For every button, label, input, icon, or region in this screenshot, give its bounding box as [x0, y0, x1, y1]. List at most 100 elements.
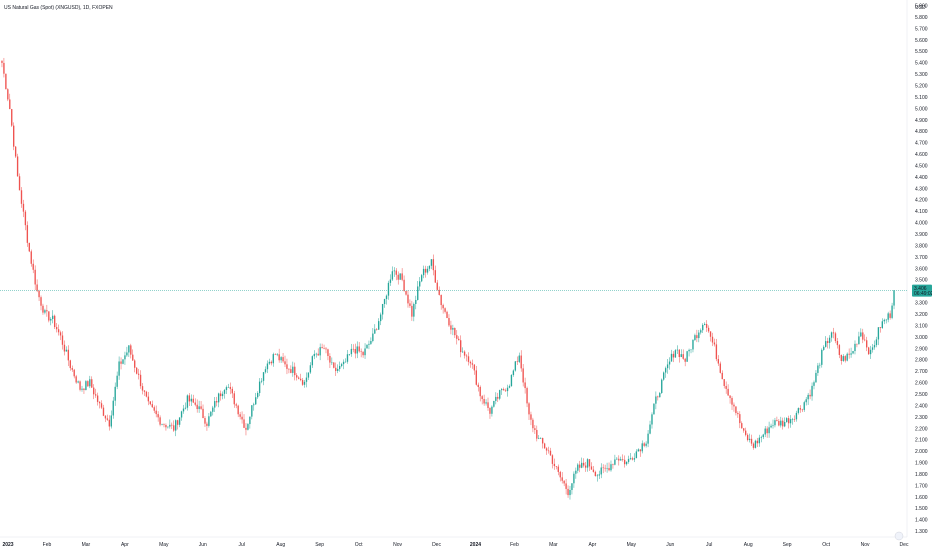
- candle-body: [130, 345, 132, 355]
- candle-body: [534, 428, 536, 430]
- candle-body: [795, 412, 798, 420]
- candle-body: [237, 405, 239, 415]
- time-tick-label: Jun: [666, 542, 674, 548]
- candle-body: [502, 389, 505, 391]
- candle-body: [647, 433, 649, 444]
- candle-body: [346, 354, 349, 362]
- candle-body: [61, 335, 64, 345]
- candle-body: [811, 385, 813, 397]
- candle-body: [40, 297, 42, 306]
- currency-label: USD: [915, 5, 926, 11]
- candle-body: [188, 395, 191, 402]
- candle-body: [557, 466, 559, 472]
- price-tick-label: 4.800: [915, 129, 928, 135]
- candle-body: [350, 348, 353, 355]
- candle-body: [141, 386, 144, 391]
- time-tick-label: May: [159, 542, 169, 548]
- candle-body: [153, 407, 155, 411]
- candle-body: [586, 459, 589, 468]
- candle-body: [643, 443, 645, 446]
- candle-body: [65, 349, 68, 352]
- candle-body: [94, 394, 97, 396]
- candle-body: [122, 359, 124, 364]
- candle-body: [657, 396, 659, 398]
- candle-body: [793, 419, 796, 420]
- candle-body: [579, 464, 581, 468]
- time-tick-label: Oct: [822, 542, 830, 548]
- candle-body: [362, 351, 364, 356]
- candle-body: [869, 349, 872, 355]
- candle-body: [614, 459, 616, 465]
- candle-body: [789, 419, 792, 424]
- candle-body: [700, 330, 702, 333]
- candle-body: [93, 387, 95, 395]
- price-tick-label: 2.100: [915, 438, 928, 444]
- candle-body: [477, 384, 479, 387]
- time-axis[interactable]: 2023 Feb Mar Apr May Jun Jul Aug Sep Oct Nov Dec 202…: [2, 542, 909, 548]
- candle-body: [707, 327, 710, 332]
- candle-body: [623, 459, 626, 465]
- candle-body: [38, 290, 40, 298]
- candle-body: [713, 342, 716, 345]
- time-tick-label: Apr: [121, 542, 129, 548]
- price-axis[interactable]: 5.900 5.800 5.700 5.600 5.500 5.400 5.300 5.200…: [915, 4, 928, 536]
- candle-body: [147, 396, 150, 402]
- candle-body: [666, 364, 669, 369]
- candle-body: [852, 351, 854, 354]
- candle-body: [674, 350, 677, 358]
- candle-body: [528, 403, 530, 415]
- price-tick-label: 4.100: [915, 209, 928, 215]
- candle-body: [424, 268, 427, 273]
- candle-body: [668, 361, 671, 365]
- candle-body: [85, 381, 87, 391]
- candle-body: [846, 353, 848, 361]
- candle-body: [352, 348, 355, 350]
- candle-body: [588, 459, 591, 467]
- candle-body: [483, 399, 485, 404]
- candle-body: [210, 411, 212, 417]
- candle-body: [842, 356, 844, 361]
- candle-body: [635, 451, 638, 459]
- candle-body: [216, 401, 218, 403]
- candle-body: [596, 475, 599, 477]
- candle-body: [840, 354, 843, 361]
- candle-body: [301, 379, 304, 385]
- candle-body: [169, 424, 171, 427]
- time-tick-label: 2023: [2, 542, 13, 548]
- candle-body: [889, 313, 891, 318]
- candle-body: [705, 323, 708, 328]
- candle-body: [536, 429, 538, 439]
- candle-body: [42, 305, 44, 313]
- candle-body: [132, 354, 134, 361]
- candle-body: [7, 89, 9, 100]
- candle-body: [743, 428, 745, 431]
- candle-body: [575, 470, 577, 474]
- candle-body: [128, 345, 130, 353]
- candle-body: [258, 381, 261, 394]
- candle-body: [467, 356, 470, 362]
- candle-body: [91, 379, 93, 388]
- settings-button[interactable]: [894, 531, 904, 541]
- candle-body: [754, 440, 757, 448]
- candle-body: [186, 395, 189, 408]
- candle-body: [598, 474, 600, 476]
- candle-body: [602, 467, 604, 469]
- candle-body: [379, 314, 382, 322]
- candle-body: [393, 270, 396, 272]
- candle-body: [286, 364, 288, 369]
- price-tick-label: 1.900: [915, 461, 928, 467]
- candle-body: [422, 268, 425, 276]
- candle-body: [545, 448, 548, 451]
- candle-body: [108, 419, 111, 427]
- price-tick-label: 5.000: [915, 106, 928, 112]
- candle-body: [344, 361, 347, 363]
- candle-body: [715, 344, 718, 360]
- candle-body: [516, 361, 518, 362]
- settings-icon[interactable]: [894, 531, 904, 541]
- candle-body: [333, 362, 335, 368]
- candle-body: [499, 390, 501, 399]
- candle-body: [860, 332, 862, 337]
- candle-body: [278, 354, 280, 361]
